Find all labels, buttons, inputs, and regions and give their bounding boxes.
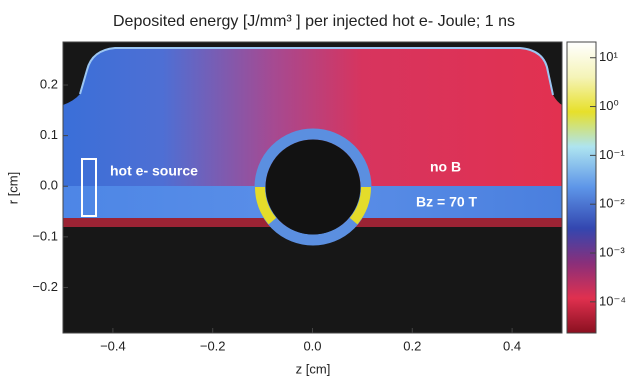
x-tick-label: −0.2 [200, 338, 226, 353]
y-tick-label: 0.2 [40, 76, 58, 91]
rim [79, 47, 554, 96]
source-box [81, 158, 97, 217]
colorbar-tick-label: 10⁻² [599, 196, 625, 211]
ring-interior [265, 139, 361, 235]
chart-title: Deposited energy [J/mm³ ] per injected h… [113, 13, 515, 30]
x-tick-label: 0.2 [403, 338, 421, 353]
colorbar-tick-label: 10⁻³ [599, 244, 625, 259]
annotation: hot e- source [110, 163, 198, 179]
colorbar-tick-label: 10⁻⁴ [599, 293, 626, 308]
y-tick-label: 0.0 [40, 178, 58, 193]
y-axis-label: r [cm] [5, 172, 20, 205]
y-tick-label: 0.1 [40, 127, 58, 142]
annotation: no B [430, 159, 461, 175]
x-tick-label: 0.4 [503, 338, 521, 353]
ring-hot-left [254, 186, 277, 225]
x-tick-label: 0.0 [303, 338, 321, 353]
colorbar [566, 41, 597, 334]
x-tick-label: −0.4 [100, 338, 126, 353]
y-tick-label: −0.2 [32, 279, 58, 294]
annotation: Bz = 70 T [416, 194, 478, 210]
ring-hot-right [349, 186, 372, 225]
y-tick-label: −0.1 [32, 228, 58, 243]
colorbar-tick-label: 10⁻¹ [599, 147, 625, 162]
upper-region [63, 48, 562, 186]
colorbar-tick-label: 10⁰ [599, 98, 619, 113]
x-axis-label: z [cm] [296, 361, 331, 376]
colorbar-tick-label: 10¹ [599, 49, 618, 64]
heatmap [62, 41, 563, 334]
